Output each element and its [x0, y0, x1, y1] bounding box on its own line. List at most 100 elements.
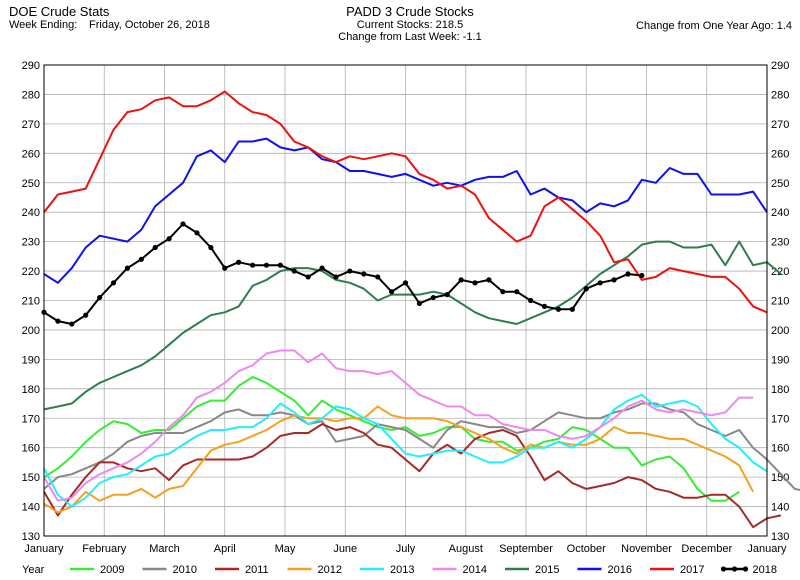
header-left: DOE Crude Stats Week Ending: Friday, Octo…: [9, 4, 210, 32]
y-tick-label-right: 270: [771, 119, 789, 131]
y-tick-label-right: 150: [771, 472, 789, 484]
point-2018: [486, 277, 492, 283]
y-tick-label-right: 130: [771, 531, 789, 543]
y-tick-label-right: 160: [771, 443, 789, 455]
change-from-one-year-ago: Change from One Year Ago: 1.4: [636, 20, 792, 32]
x-tick-label: August: [449, 543, 483, 555]
legend-marker: [720, 566, 727, 572]
point-2018: [430, 294, 436, 301]
header-center: PADD 3 Crude Stocks Current Stocks: 218.…: [310, 5, 510, 44]
legend-label: 2010: [173, 564, 197, 576]
legend-item-2011: 2011: [215, 564, 269, 576]
point-2018: [361, 271, 367, 277]
point-2018: [97, 294, 103, 301]
y-tick-label-right: 260: [771, 148, 789, 160]
y-tick-label-left: 190: [22, 354, 40, 366]
point-2018: [500, 289, 506, 295]
legend-item-2015: 2015: [505, 564, 559, 576]
x-tick-label: November: [621, 543, 672, 555]
series-line-2018: [43, 223, 643, 325]
y-tick-label-right: 170: [771, 413, 789, 425]
y-tick-label-right: 280: [771, 89, 789, 101]
y-tick-label-right: 250: [771, 178, 789, 190]
point-2018: [388, 289, 395, 295]
point-2018: [180, 221, 186, 227]
point-2018: [124, 265, 131, 271]
y-tick-label-right: 240: [771, 207, 789, 219]
y-tick-label-right: 230: [771, 237, 789, 249]
y-tick-label-left: 200: [22, 325, 40, 337]
point-2018: [83, 312, 89, 318]
current-stocks: Current Stocks: 218.5: [356, 19, 464, 31]
x-tick-label: September: [499, 543, 553, 555]
point-2018: [375, 274, 381, 280]
x-tick-label: February: [82, 543, 127, 555]
point-2018: [277, 262, 283, 268]
point-2018: [597, 280, 603, 286]
y-tick-label-left: 240: [22, 207, 40, 219]
x-tick-label: June: [333, 543, 357, 555]
y-axis-ticks: 130 130 140 140 150 150 160 160 170 170 180 180 190 1…: [22, 60, 790, 543]
y-tick-label-left: 220: [22, 266, 40, 278]
series-line-2012: [43, 405, 754, 514]
point-2018: [291, 268, 297, 274]
legend-item-2014: 2014: [432, 564, 487, 576]
point-2018: [110, 280, 117, 286]
series-line-2010: [43, 402, 800, 492]
y-tick-label-left: 230: [22, 237, 40, 249]
legend-item-2009: 2009: [70, 564, 124, 576]
point-2018: [569, 306, 575, 312]
point-2018: [458, 277, 464, 283]
x-tick-label: May: [275, 543, 296, 555]
point-2018: [236, 259, 242, 265]
legend-label: 2017: [680, 564, 704, 576]
y-tick-label-left: 160: [22, 443, 40, 455]
point-2018: [444, 292, 450, 298]
series-line-2011: [43, 423, 782, 529]
y-tick-label-left: 170: [22, 413, 40, 425]
series-line-2013: [43, 393, 768, 508]
y-tick-label-right: 200: [771, 325, 789, 337]
y-tick-label-right: 290: [771, 60, 789, 72]
point-2018: [541, 303, 548, 309]
x-tick-label: October: [567, 543, 606, 555]
y-tick-label-left: 130: [22, 531, 40, 543]
point-2018: [347, 268, 353, 274]
point-2018: [69, 321, 75, 327]
y-tick-label-left: 180: [22, 384, 40, 396]
point-2018: [249, 262, 256, 268]
legend-label: 2009: [100, 564, 124, 576]
point-2018: [555, 306, 562, 312]
legend-label: 2018: [753, 564, 777, 576]
point-2018: [625, 271, 631, 277]
point-2018: [208, 244, 214, 251]
x-tick-label: January: [747, 543, 787, 555]
legend-item-2010: 2010: [142, 564, 197, 576]
legend-label: 2014: [463, 564, 487, 576]
point-2018: [222, 265, 228, 271]
point-2018: [166, 236, 172, 242]
series-line-2017: [43, 90, 768, 314]
y-tick-label-left: 280: [22, 89, 40, 101]
y-tick-label-left: 250: [22, 178, 40, 190]
point-2018: [333, 274, 339, 280]
y-tick-label-left: 140: [22, 502, 40, 514]
x-tick-label: December: [681, 543, 732, 555]
point-2018: [194, 230, 200, 236]
y-tick-label-right: 210: [771, 296, 789, 308]
series-line-2015: [43, 240, 782, 411]
point-2018: [583, 286, 589, 292]
point-2018: [263, 262, 270, 268]
point-2018: [514, 289, 520, 295]
point-2018: [611, 277, 617, 283]
legend-item-2017: 2017: [650, 564, 704, 576]
point-2018: [416, 300, 423, 307]
point-2018: [305, 274, 311, 280]
point-2018: [152, 244, 158, 251]
report-title: DOE Crude Stats: [9, 4, 110, 19]
y-tick-label-right: 180: [771, 384, 789, 396]
legend: Year 2009 2010 2011 2012 2013 2014 2015 2016 2017…: [22, 564, 777, 576]
y-tick-label-left: 150: [22, 472, 40, 484]
point-2018: [138, 256, 144, 262]
